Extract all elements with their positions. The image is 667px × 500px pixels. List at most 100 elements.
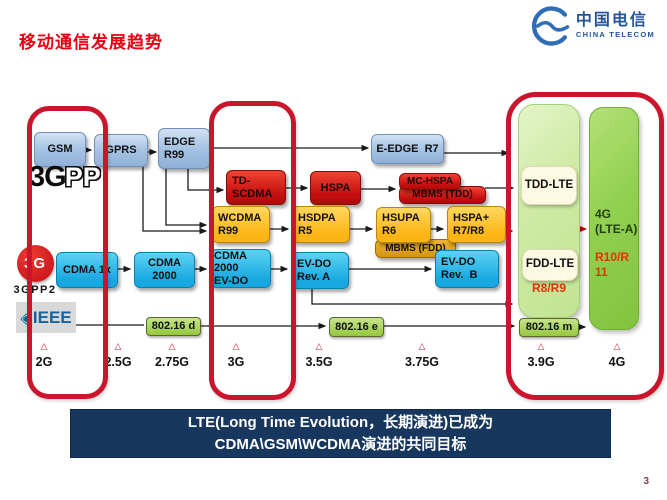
label-4g-line1: 4G	[595, 207, 612, 221]
node-c2kevdo-line2: EV-DO	[214, 274, 249, 287]
node-hsdpa-line2: R5	[298, 224, 313, 237]
node-evdob-line1: EV-DO	[441, 256, 476, 269]
generation-4g: △ 4G	[591, 341, 643, 370]
generation-25g: △ 2.5G	[92, 341, 144, 370]
node-cdma1x-label: CDMA 1x	[63, 263, 111, 276]
node-cdma-2000: CDMA 2000	[134, 252, 195, 288]
node-hspaplus-line1: HSPA+	[453, 211, 490, 224]
label-r8-r9: R8/R9	[522, 281, 576, 296]
node-evdo-rev-a: EV-DO Rev. A	[291, 252, 349, 289]
node-gprs: GPRS	[94, 134, 148, 167]
gen-label-275g: 2.75G	[154, 355, 190, 369]
gen-label-375g: 3.75G	[404, 355, 440, 369]
node-gprs-label: GPRS	[105, 144, 137, 157]
node-mbms-tdd-label: MBMS (TDD)	[412, 189, 473, 201]
label-4g-lte-a: 4G (LTE-A)	[595, 207, 637, 237]
china-telecom-logo: 中国电信 CHINA TELECOM	[528, 5, 655, 47]
gen-label-35g: 3.5G	[305, 355, 333, 369]
generation-3g: △ 3G	[210, 341, 262, 370]
node-td-line1: TD-	[232, 174, 251, 187]
node-edge-line2: R99	[164, 148, 185, 161]
node-wcdma-r99: WCDMA R99	[212, 206, 270, 243]
node-c2kevdo-line1: CDMA 2000	[214, 249, 247, 275]
node-hsupa-r6: HSUPA R6	[376, 207, 431, 243]
banner-line2: CDMA\GSM\WCDMA演进的共同目标	[214, 435, 467, 453]
3gpp2-circle-text: 3G	[23, 255, 46, 272]
node-tddlte-label: TDD-LTE	[524, 178, 574, 191]
generation-375g: △ 3.75G	[396, 341, 448, 370]
node-eedge-label: E-EDGE R7	[376, 142, 439, 155]
node-80216d: 802.16 d	[146, 317, 201, 336]
3gpp2-circle-icon: 3G	[16, 245, 54, 282]
node-hsdpa-line1: HSDPA	[298, 211, 336, 224]
page-title: 移动通信发展趋势	[19, 33, 163, 52]
3gpp-logo: 3GPP	[29, 163, 101, 192]
china-telecom-swirl-icon	[531, 6, 570, 46]
node-cdma2000-label: CDMA 2000	[148, 257, 181, 282]
node-80216m-label: 802.16 m	[525, 321, 573, 334]
node-edge-line1: EDGE	[164, 135, 196, 148]
node-td-scdma: TD- SCDMA	[226, 170, 286, 205]
label-r10-line1: R10/R	[595, 250, 630, 264]
brand-name-en: CHINA TELECOM	[575, 30, 655, 40]
gen-label-3g: 3G	[227, 355, 245, 369]
node-e-edge-r7: E-EDGE R7	[371, 134, 444, 164]
column-39g-lte	[518, 104, 580, 318]
node-tdd-lte: TDD-LTE	[521, 166, 577, 205]
node-evdoa-line1: EV-DO	[297, 257, 332, 270]
gen-triangle-icon: △	[168, 341, 176, 351]
gen-triangle-icon: △	[537, 341, 545, 351]
3gpp-logo-pp: PP	[64, 162, 101, 192]
node-80216e: 802.16 e	[329, 317, 384, 337]
gen-label-2g: 2G	[35, 355, 53, 369]
node-80216m: 802.16 m	[519, 318, 579, 337]
gen-triangle-icon: △	[232, 341, 240, 351]
node-fdd-lte: FDD-LTE	[522, 249, 578, 281]
node-td-line2: SCDMA	[232, 187, 273, 200]
node-edge-r99: EDGE R99	[158, 128, 210, 169]
node-80216d-label: 802.16 d	[151, 320, 196, 333]
generation-2g: △ 2G	[18, 341, 70, 370]
gen-label-25g: 2.5G	[104, 355, 132, 369]
node-hsupa-line1: HSUPA	[382, 212, 420, 225]
ieee-label: IEEE	[32, 307, 72, 327]
3gpp2-logo: 3G 3GPP2	[13, 245, 57, 296]
generation-39g: △ 3.9G	[515, 341, 567, 370]
label-r8r9-text: R8/R9	[531, 281, 566, 295]
summary-banner: LTE(Long Time Evolution，长期演进)已成为 CDMA\GS…	[70, 409, 611, 458]
3gpp-logo-3g: 3G	[29, 161, 67, 193]
generation-275g: △ 2.75G	[146, 341, 198, 370]
node-fddlte-label: FDD-LTE	[525, 258, 575, 271]
node-gsm: GSM	[34, 132, 86, 167]
node-wcdma-line2: R99	[218, 224, 239, 237]
node-mbms-fdd-label: MBMS (FDD)	[385, 242, 446, 254]
banner-line1: LTE(Long Time Evolution，长期演进)已成为	[187, 413, 494, 431]
column-4g-lte-a	[589, 107, 639, 330]
node-hspa-label: HSPA	[320, 181, 351, 194]
gen-triangle-icon: △	[418, 341, 426, 351]
node-hspa: HSPA	[310, 171, 361, 205]
node-80216e-label: 802.16 e	[335, 320, 378, 333]
label-4g-line2: (LTE-A)	[595, 222, 638, 236]
gen-triangle-icon: △	[613, 341, 621, 351]
node-hspa-plus: HSPA+ R7/R8	[447, 206, 506, 243]
3gpp2-label: 3GPP2	[13, 284, 57, 296]
node-evdob-line2: Rev. B	[441, 269, 478, 281]
gen-label-4g: 4G	[608, 355, 626, 369]
brand-name-cn: 中国电信	[575, 12, 648, 30]
node-mc-hspa-label: MC-HSPA	[407, 175, 453, 187]
node-cdma2000-evdo: CDMA 2000 EV-DO	[210, 249, 271, 288]
node-evdo-rev-b: EV-DO Rev. B	[435, 250, 499, 288]
gen-triangle-icon: △	[315, 341, 323, 351]
ieee-diamond-icon: ◈	[20, 309, 32, 327]
label-r10-line2: 11	[595, 265, 608, 279]
gen-label-39g: 3.9G	[527, 355, 555, 369]
node-wcdma-line1: WCDMA	[218, 211, 262, 224]
label-r10-r11: R10/R 11	[595, 250, 629, 280]
node-evdoa-line2: Rev. A	[297, 270, 331, 283]
gen-triangle-icon: △	[114, 341, 122, 351]
generation-35g: △ 3.5G	[293, 341, 345, 370]
gen-triangle-icon: △	[40, 341, 48, 351]
node-mc-hspa: MC-HSPA	[399, 173, 461, 190]
